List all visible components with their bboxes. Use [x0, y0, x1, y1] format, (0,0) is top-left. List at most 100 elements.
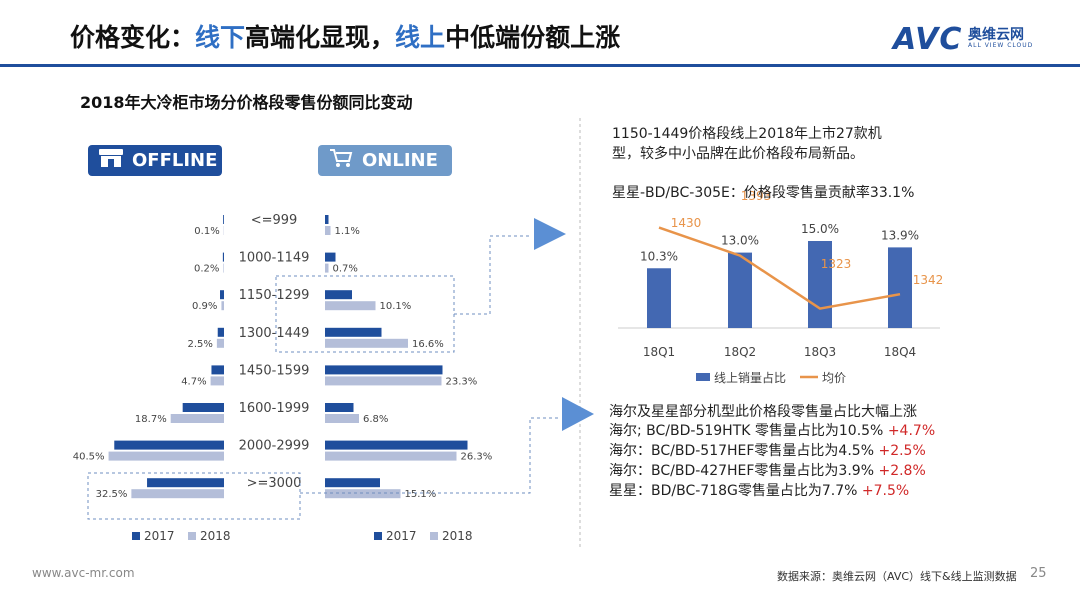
title-text: 高端化显现，: [245, 23, 396, 52]
trend-category-label: 18Q1: [643, 345, 675, 359]
online-bar-2018: [325, 414, 359, 423]
offline-bar-2018: [131, 489, 224, 499]
model-row-change: +2.5%: [878, 443, 926, 459]
online-bar-2018: [325, 301, 376, 311]
online-badge: ONLINE: [318, 145, 452, 176]
legend-label-price: 均价: [822, 371, 846, 385]
page-title: 价格变化：线下高端化显现，线上中低端份额上涨: [70, 18, 620, 54]
model-row-text: 海尔：BC/BD-427HEF零售量占比为3.9%: [609, 463, 875, 479]
offline-data-label: 0.2%: [194, 264, 219, 275]
logo-name-cn: 奥维云网: [968, 27, 1024, 43]
offline-label: OFFLINE: [132, 150, 218, 171]
legend-label-2017: 2017: [144, 529, 175, 543]
offline-data-label: 40.5%: [73, 452, 105, 463]
online-data-label: 1.1%: [335, 226, 360, 237]
category-label: 1000-1149: [239, 251, 310, 266]
online-bar-2017: [325, 365, 443, 375]
legend-label-2018: 2018: [200, 529, 231, 543]
model-row: 海尔; BC/BD-519HTK 零售量占比为10.5% +4.7%: [609, 420, 935, 440]
model-row-change: +7.5%: [861, 483, 910, 499]
page-number: 25: [1030, 566, 1047, 581]
online-bar-2018: [325, 263, 329, 273]
trend-bar: [728, 252, 752, 328]
offline-bar-2017: [222, 252, 224, 262]
offline-data-label: 0.1%: [194, 226, 219, 237]
legend-label-share: 线上销量占比: [714, 370, 786, 385]
connector-line-top: [454, 235, 530, 315]
online-bar-2017: [325, 478, 380, 488]
trend-bar: [808, 241, 832, 328]
price-line-label: 1323: [821, 257, 852, 271]
chart-subtitle: 2018年大冷柜市场分价格段零售份额同比变动: [80, 93, 413, 112]
arrow-right-icon: [562, 397, 594, 431]
trend-bar-label: 10.3%: [640, 249, 678, 263]
trend-bar: [647, 268, 671, 328]
category-label: 1300-1449: [239, 326, 310, 341]
offline-data-label: 18.7%: [135, 414, 167, 425]
trend-bar-label: 13.9%: [881, 228, 919, 242]
category-label: 1150-1299: [239, 288, 310, 303]
footer-source: 数据来源：奥维云网（AVC）线下&线上监测数据: [777, 570, 1017, 583]
trend-category-label: 18Q3: [804, 345, 836, 359]
online-bar-2017: [325, 327, 382, 337]
legend-swatch-share: [696, 373, 710, 381]
offline-bar-2017: [223, 215, 224, 224]
online-data-label: 0.7%: [333, 264, 358, 275]
price-line-label: 1430: [671, 216, 702, 230]
trend-bar-label: 15.0%: [801, 222, 839, 236]
insight-note-line-1: 1150-1449价格段线上2018年上市27款机: [612, 126, 882, 142]
online-data-label: 16.6%: [412, 339, 444, 350]
offline-bar-2017: [147, 478, 224, 488]
insight-note-line-3: 星星-BD/BC-305E：价格段零售量贡献率33.1%: [612, 185, 915, 201]
offline-data-label: 32.5%: [96, 489, 128, 500]
legend-swatch-2018: [188, 532, 196, 540]
offline-data-label: 0.9%: [192, 301, 217, 312]
model-row: 海尔：BC/BD-427HEF零售量占比为3.9% +2.8%: [609, 460, 926, 480]
title-highlight-online: 线上: [395, 23, 446, 52]
offline-bar-2017: [211, 365, 224, 375]
model-row-change: +4.7%: [887, 423, 936, 439]
offline-bar-2017: [114, 440, 224, 450]
online-bar-2018: [325, 451, 457, 461]
legend-label-2017: 2017: [386, 529, 417, 543]
trend-bar-label: 13.0%: [721, 234, 759, 248]
category-label: >=3000: [247, 476, 302, 491]
offline-bar-2018: [221, 301, 224, 311]
online-bar-2018: [325, 376, 442, 386]
offline-bar-2018: [216, 338, 224, 348]
online-bar-2018: [325, 338, 408, 348]
highlight-box-high-price: [87, 472, 301, 520]
price-line: [658, 226, 901, 310]
category-label: <=999: [251, 213, 298, 228]
category-label: 1600-1999: [239, 401, 310, 416]
logo-name-en: ALL VIEW CLOUD: [968, 42, 1034, 49]
offline-bar-2017: [217, 327, 224, 337]
title-text-end: 中低端份额上涨: [445, 23, 621, 52]
online-data-label: 15.1%: [405, 489, 437, 500]
legend-swatch-2017: [132, 532, 140, 540]
model-row-change: +2.8%: [878, 463, 926, 479]
offline-data-label: 2.5%: [187, 339, 212, 350]
online-bar-2017: [325, 403, 354, 412]
online-bar-2018: [325, 226, 331, 235]
legend-swatch-2018: [430, 532, 438, 540]
online-bar-2017: [325, 290, 352, 300]
online-bar-2017: [325, 440, 468, 450]
offline-data-label: 4.7%: [181, 376, 206, 387]
trend-bar: [888, 247, 912, 328]
price-line-label: 1393: [741, 189, 772, 203]
offline-bar-2018: [223, 263, 224, 273]
online-data-label: 23.3%: [446, 376, 478, 387]
offline-bar-2018: [170, 414, 224, 423]
footer-url: www.avc-mr.com: [32, 566, 135, 580]
online-data-label: 6.8%: [363, 414, 388, 425]
header-divider: [0, 64, 1080, 67]
online-label: ONLINE: [362, 150, 438, 171]
offline-badge: OFFLINE: [88, 145, 222, 176]
store-icon: [96, 148, 126, 173]
title-highlight-offline: 线下: [195, 23, 246, 52]
offline-bar-2017: [220, 290, 224, 300]
trend-category-label: 18Q2: [724, 345, 756, 359]
trend-category-label: 18Q4: [884, 345, 916, 359]
